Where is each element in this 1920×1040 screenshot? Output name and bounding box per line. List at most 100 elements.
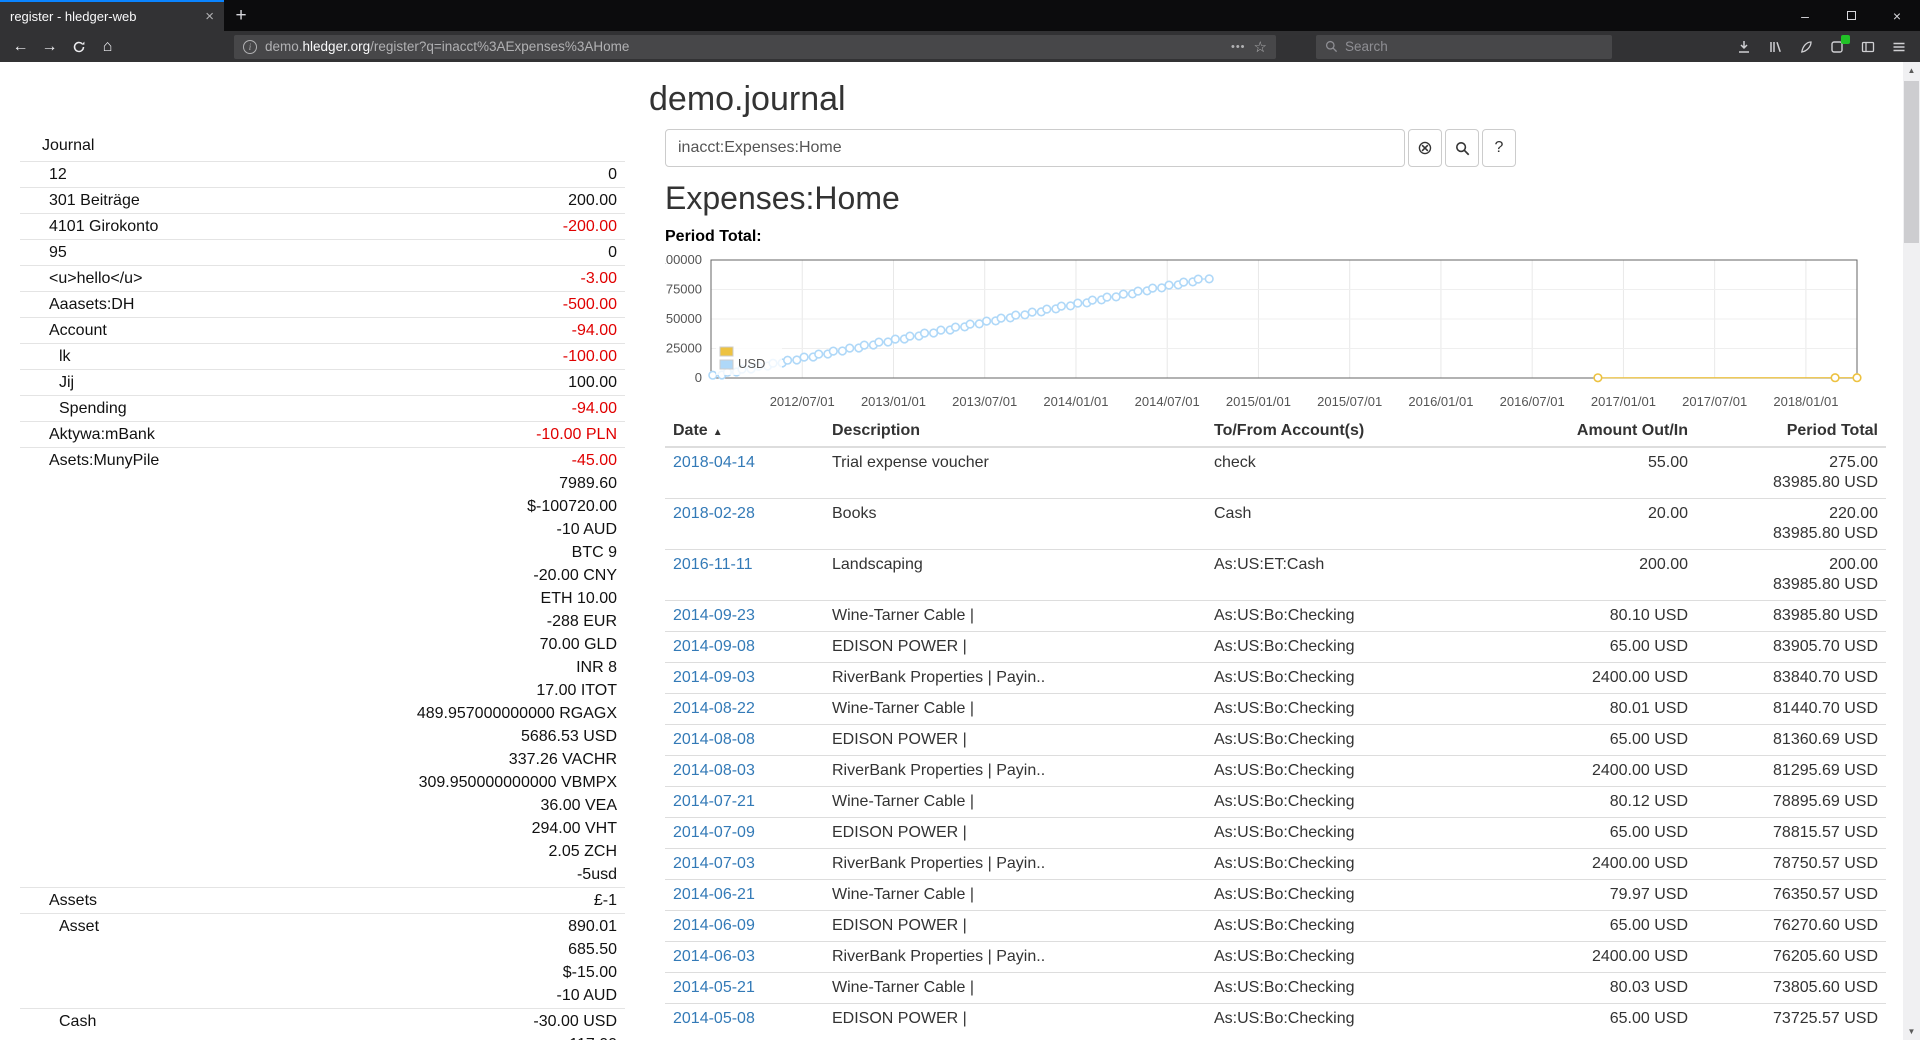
restore-button[interactable] <box>1828 0 1874 31</box>
account-balance: 0 <box>608 166 617 183</box>
account-link[interactable]: Jij <box>59 374 75 391</box>
highlights-button[interactable] <box>1797 38 1815 56</box>
register-row: 2018-04-14 Trial expense voucher check 55.0… <box>665 446 1886 499</box>
date-link[interactable]: 2014-07-09 <box>673 824 755 841</box>
search-button[interactable] <box>1445 129 1479 167</box>
toolbar-icons <box>1735 34 1914 56</box>
forward-button[interactable]: → <box>41 37 58 55</box>
home-button[interactable]: ⌂ <box>102 37 113 55</box>
svg-text:2016/07/01: 2016/07/01 <box>1500 394 1565 409</box>
reload-button[interactable] <box>64 34 93 60</box>
date-link[interactable]: 2014-07-21 <box>673 793 755 810</box>
column-header[interactable]: To/From Account(s) <box>1206 416 1486 448</box>
sidebar-accounts: 12 0 301 Beiträge 200.00 4101 Girokonto -200.… <box>20 161 625 1040</box>
back-button[interactable]: ← <box>12 37 29 55</box>
date-link[interactable]: 2016-11-11 <box>673 556 753 573</box>
tab-close-icon[interactable]: × <box>205 8 214 25</box>
close-button[interactable]: × <box>1892 7 1902 24</box>
url-domain: hledger.org <box>302 39 371 54</box>
column-header[interactable]: Date ▲ <box>665 416 824 448</box>
account-cell: As:US:Bo:Checking <box>1206 910 1486 942</box>
library-button[interactable] <box>1766 38 1784 56</box>
page-title: demo.journal <box>649 80 846 118</box>
date-link[interactable]: 2018-02-28 <box>673 505 755 522</box>
date-link[interactable]: 2014-09-08 <box>673 638 755 655</box>
column-header[interactable]: Description <box>824 416 1206 448</box>
account-link[interactable]: Cash <box>59 1013 97 1030</box>
date-link[interactable]: 2018-04-14 <box>673 454 755 471</box>
date-link[interactable]: 2014-08-08 <box>673 731 755 748</box>
sidebar: Journal 12 0 301 Beiträge 200.00 4101 Giroko… <box>20 134 625 1040</box>
amount-cell: 65.00 USD <box>1486 724 1696 756</box>
scrollbar[interactable]: ▲ ▼ <box>1903 62 1920 1040</box>
date-link[interactable]: 2014-05-08 <box>673 1010 755 1027</box>
amount-cell: 2400.00 USD <box>1486 848 1696 880</box>
sidebar-button[interactable] <box>1859 38 1877 56</box>
account-link[interactable]: 12 <box>49 166 67 183</box>
date-link[interactable]: 2014-08-22 <box>673 700 755 717</box>
column-header[interactable]: Amount Out/In <box>1486 416 1696 448</box>
account-link[interactable]: 4101 Girokonto <box>49 218 159 235</box>
amount-cell: 65.00 USD <box>1486 631 1696 663</box>
new-tab-button[interactable]: + <box>235 4 247 26</box>
account-link[interactable]: 95 <box>49 244 67 261</box>
date-link[interactable]: 2014-06-03 <box>673 948 755 965</box>
date-link[interactable]: 2014-07-03 <box>673 855 755 872</box>
journal-link[interactable]: Journal <box>42 137 95 154</box>
amount-cell: 80.03 USD <box>1486 972 1696 1004</box>
minimize-button[interactable]: – <box>1801 7 1809 24</box>
date-link[interactable]: 2014-05-21 <box>673 979 755 996</box>
account-link[interactable]: 301 Beiträge <box>49 192 140 209</box>
amount-cell: 80.01 USD <box>1486 693 1696 725</box>
column-header[interactable]: Period Total <box>1696 416 1886 448</box>
bookmark-star-icon[interactable]: ☆ <box>1253 38 1267 56</box>
download-button[interactable] <box>1735 38 1753 56</box>
account-link[interactable]: <u>hello</u> <box>49 270 143 287</box>
sidebar-account-row: Aaasets:DH -500.00 <box>20 291 625 317</box>
page-actions-icon[interactable]: ••• <box>1230 40 1246 53</box>
scroll-down-arrow[interactable]: ▼ <box>1907 1027 1916 1036</box>
period-total-cell: 76350.57 USD <box>1696 879 1886 911</box>
url-bar[interactable]: i demo.hledger.org/register?q=inacct%3AE… <box>234 34 1276 59</box>
description-cell: RiverBank Properties | Payin.. <box>824 662 1206 694</box>
svg-text:2015/01/01: 2015/01/01 <box>1226 394 1291 409</box>
date-link[interactable]: 2014-08-03 <box>673 762 755 779</box>
date-link[interactable]: 2014-06-09 <box>673 917 755 934</box>
scroll-up-arrow[interactable]: ▲ <box>1907 66 1916 75</box>
sidebar-account-row: Asets:MunyPile -45.00 7989.60 $-100720.00 -1… <box>20 447 625 887</box>
account-link[interactable]: Assets <box>49 892 98 909</box>
account-cell: As:US:Bo:Checking <box>1206 662 1486 694</box>
clear-query-button[interactable]: ⊗ <box>1408 129 1442 167</box>
account-link[interactable]: Aaasets:DH <box>49 296 135 313</box>
date-link[interactable]: 2014-06-21 <box>673 886 755 903</box>
account-cell: As:US:Bo:Checking <box>1206 631 1486 663</box>
description-cell: EDISON POWER | <box>824 631 1206 663</box>
search-icon <box>1325 40 1338 53</box>
date-cell: 2014-05-08 <box>665 1003 824 1034</box>
period-total-cell: 83840.70 USD <box>1696 662 1886 694</box>
period-total-label: Period Total: <box>665 228 762 245</box>
svg-text:0: 0 <box>695 370 702 385</box>
description-cell: Books <box>824 498 1206 550</box>
browser-tab[interactable]: register - hledger-web × <box>0 0 224 31</box>
query-input[interactable] <box>665 129 1405 167</box>
scrollbar-thumb[interactable] <box>1904 81 1919 243</box>
account-link[interactable]: Asets:MunyPile <box>49 452 160 469</box>
account-cell: As:US:Bo:Checking <box>1206 693 1486 725</box>
account-link[interactable]: Spending <box>59 400 127 417</box>
account-link[interactable]: lk <box>59 348 71 365</box>
browser-search-field[interactable]: Search <box>1316 34 1612 59</box>
date-cell: 2014-06-21 <box>665 879 824 911</box>
extension-button[interactable] <box>1828 34 1850 56</box>
description-cell: Trial expense voucher <box>824 446 1206 499</box>
site-info-icon[interactable]: i <box>243 39 257 54</box>
account-link[interactable]: Aktywa:mBank <box>49 426 155 443</box>
account-link[interactable]: Asset <box>59 918 100 935</box>
help-button[interactable]: ? <box>1482 129 1516 167</box>
menu-button[interactable] <box>1890 38 1908 56</box>
date-link[interactable]: 2014-09-23 <box>673 607 755 624</box>
date-link[interactable]: 2014-09-03 <box>673 669 755 686</box>
account-link[interactable]: Account <box>49 322 107 339</box>
date-cell: 2014-07-09 <box>665 817 824 849</box>
description-cell: RiverBank Properties | Payin.. <box>824 755 1206 787</box>
